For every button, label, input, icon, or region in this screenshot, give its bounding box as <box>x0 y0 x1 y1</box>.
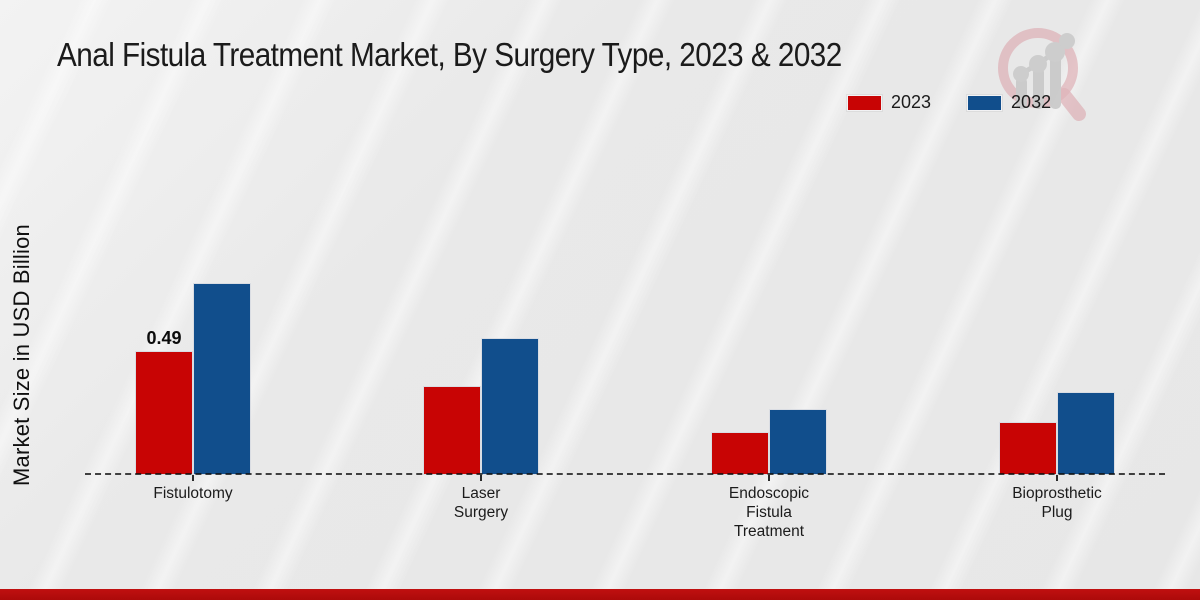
bottom-red-strip <box>0 589 1200 600</box>
bar-value-label: 0.49 <box>146 328 182 348</box>
x-tick-label-laser-surgery: Laser Surgery <box>453 485 509 521</box>
x-axis-tick <box>768 475 770 481</box>
legend-label-2023: 2023 <box>891 92 932 112</box>
bar-2032-laser-surgery <box>481 338 539 475</box>
bar-2032-fistulotomy <box>193 283 251 475</box>
x-axis-tick <box>480 475 482 481</box>
y-axis-label: Market Size in USD Billion <box>9 224 34 486</box>
legend-label-2032: 2032 <box>1011 92 1052 112</box>
magnifier-bar-chart-logo-icon <box>998 28 1086 121</box>
bar-2023-bioprosthetic-plug <box>999 422 1057 475</box>
bar-2032-endoscopic-fistula-treatment <box>769 409 827 475</box>
x-tick-label-endoscopic-fistula-treatment: Endoscopic Fistula Treatment <box>728 485 810 540</box>
x-axis-line <box>85 473 1165 475</box>
x-axis-tick <box>1056 475 1058 481</box>
legend-item-2023: 2023 <box>847 92 931 113</box>
x-tick-label-bioprosthetic-plug: Bioprosthetic Plug <box>1012 485 1102 521</box>
x-axis-tick <box>192 475 194 481</box>
bar-2032-bioprosthetic-plug <box>1057 392 1115 475</box>
legend-swatch-2023 <box>847 94 882 111</box>
chart-title: Anal Fistula Treatment Market, By Surger… <box>57 36 842 73</box>
bar-2023-endoscopic-fistula-treatment <box>711 432 769 475</box>
legend-swatch-2032 <box>967 94 1003 111</box>
legend-item-2032: 2032 <box>967 92 1051 113</box>
legend: 2023 2032 <box>847 92 1051 113</box>
bar-2023-fistulotomy <box>135 351 193 475</box>
bar-2023-laser-surgery <box>423 386 481 475</box>
x-tick-label-fistulotomy: Fistulotomy <box>153 485 233 502</box>
